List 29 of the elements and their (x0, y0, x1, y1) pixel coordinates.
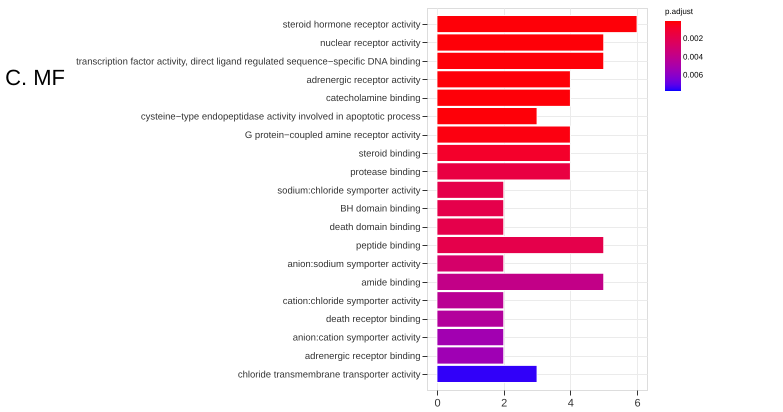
y-tick-label: sodium:chloride symporter activity (277, 185, 421, 196)
x-tick-label: 0 (434, 398, 441, 410)
y-tick-label: peptide binding (356, 240, 420, 252)
y-tick-label: amide binding (361, 277, 420, 288)
y-tick-label: chloride transmembrane transporter activity (238, 369, 421, 380)
text: C. MF (5, 65, 65, 90)
x-tick-label: 6 (634, 398, 641, 410)
y-tick-label: steroid binding (358, 148, 420, 160)
y-tick-label: death domain binding (330, 222, 420, 234)
x-tick-label: 4 (568, 398, 574, 410)
y-tick-label: transcription factor activity, direct ligand regulated sequence−specific DNA binding (76, 56, 420, 68)
color-bar-label: 0.004 (683, 52, 704, 62)
color-bar-title: p.adjust (665, 7, 694, 16)
y-tick-label: anion:cation symporter activity (292, 332, 421, 344)
y-tick-label: anion:sodium symporter activity (287, 258, 421, 270)
y-tick-label: BH domain binding (340, 204, 420, 215)
y-tick-label: G protein−coupled amine receptor activity (244, 130, 421, 142)
y-tick-label: nuclear receptor activity (320, 38, 421, 49)
y-tick-label: protease binding (350, 166, 420, 178)
y-tick-label: cation:chloride symporter activity (282, 296, 421, 307)
x-tick-label: 2 (501, 398, 508, 410)
y-tick-label: cysteine−type endopeptidase activity involved in apoptotic process (140, 112, 421, 123)
y-tick-label: adrenergic receptor binding (304, 351, 420, 362)
y-tick-label: catecholamine binding (326, 93, 420, 104)
y-tick-label: adrenergic receptor activity (306, 74, 421, 86)
y-tick-label: steroid hormone receptor activity (282, 20, 421, 31)
color-bar-label: 0.006 (683, 70, 704, 80)
y-tick-label: death receptor binding (326, 314, 420, 326)
color-bar-label: 0.002 (683, 34, 704, 44)
